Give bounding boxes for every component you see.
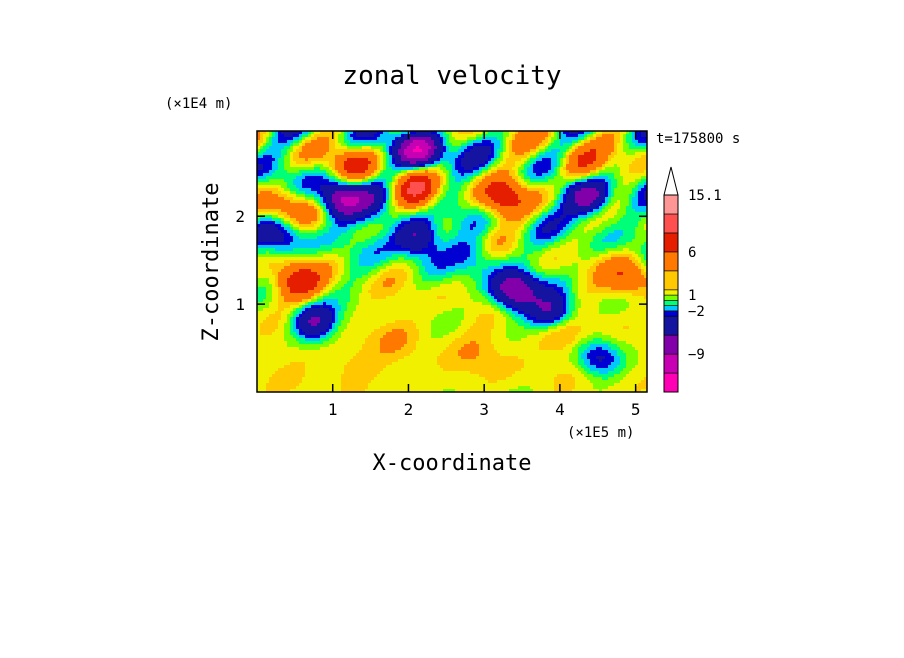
colorbar-extend-arrow (664, 167, 678, 195)
x-multiplier-label: (×1E5 m) (567, 425, 634, 441)
colorbar-label: 15.1 (688, 188, 722, 204)
colorbar-segment (664, 295, 678, 300)
x-tick-label: 2 (404, 400, 414, 419)
colorbar-segment (664, 195, 678, 214)
time-label: t=175800 s (656, 131, 740, 147)
colorbar-segment (664, 354, 678, 373)
y-multiplier-label: (×1E4 m) (165, 96, 232, 112)
chart-title: zonal velocity (342, 61, 561, 91)
x-axis-label: X-coordinate (373, 451, 532, 476)
y-axis-label: Z-coordinate (199, 183, 224, 342)
x-tick-label: 5 (631, 400, 641, 419)
colorbar-segment (664, 306, 678, 311)
x-tick-label: 1 (328, 400, 338, 419)
y-tick-label: 2 (235, 207, 245, 226)
x-tick-label: 3 (479, 400, 489, 419)
colorbar-segment (664, 316, 678, 335)
colorbar-label: 1 (688, 288, 696, 304)
colorbar-label: 6 (688, 245, 696, 261)
colorbar-segment (664, 311, 678, 316)
colorbar: 15.1 6 1−2 −9 (664, 167, 722, 392)
colorbar-segment (664, 214, 678, 233)
colorbar-segment (664, 335, 678, 354)
x-tick-label: 4 (555, 400, 565, 419)
y-tick-label: 1 (235, 295, 245, 314)
colorbar-segment (664, 300, 678, 305)
colorbar-segment (664, 373, 678, 392)
colorbar-segment (664, 252, 678, 271)
heatmap-field (257, 131, 647, 392)
colorbar-label: −9 (688, 347, 705, 363)
colorbar-label: −2 (688, 304, 705, 320)
colorbar-segment (664, 233, 678, 252)
colorbar-segment (664, 271, 678, 290)
colorbar-segment (664, 290, 678, 295)
